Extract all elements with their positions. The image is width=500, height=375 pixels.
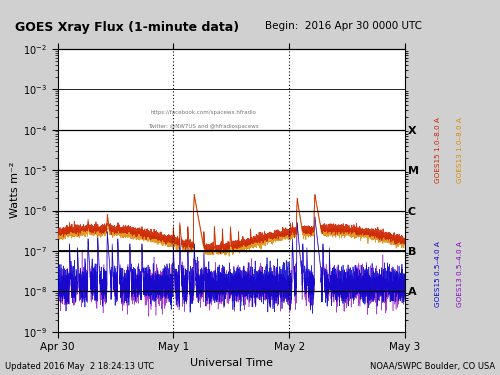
Text: Begin:  2016 Apr 30 0000 UTC: Begin: 2016 Apr 30 0000 UTC bbox=[265, 21, 422, 31]
Text: GOES15 0.5–4.0 A: GOES15 0.5–4.0 A bbox=[434, 241, 440, 307]
Text: Updated 2016 May  2 18:24:13 UTC: Updated 2016 May 2 18:24:13 UTC bbox=[5, 362, 154, 371]
Text: https://facebook.com/spacewx.hfradio: https://facebook.com/spacewx.hfradio bbox=[150, 110, 256, 115]
Text: GOES13 0.5–4.0 A: GOES13 0.5–4.0 A bbox=[457, 241, 463, 307]
X-axis label: Universal Time: Universal Time bbox=[190, 358, 273, 368]
Text: Twitter: @NW7US and @hfradiospacews: Twitter: @NW7US and @hfradiospacews bbox=[148, 124, 259, 129]
Text: GOES Xray Flux (1-minute data): GOES Xray Flux (1-minute data) bbox=[15, 21, 239, 34]
Y-axis label: Watts m⁻²: Watts m⁻² bbox=[10, 162, 20, 219]
Text: GOES15 1.0–8.0 A: GOES15 1.0–8.0 A bbox=[434, 117, 440, 183]
Text: GOES13 1.0–8.0 A: GOES13 1.0–8.0 A bbox=[457, 117, 463, 183]
Text: NOAA/SWPC Boulder, CO USA: NOAA/SWPC Boulder, CO USA bbox=[370, 362, 495, 371]
